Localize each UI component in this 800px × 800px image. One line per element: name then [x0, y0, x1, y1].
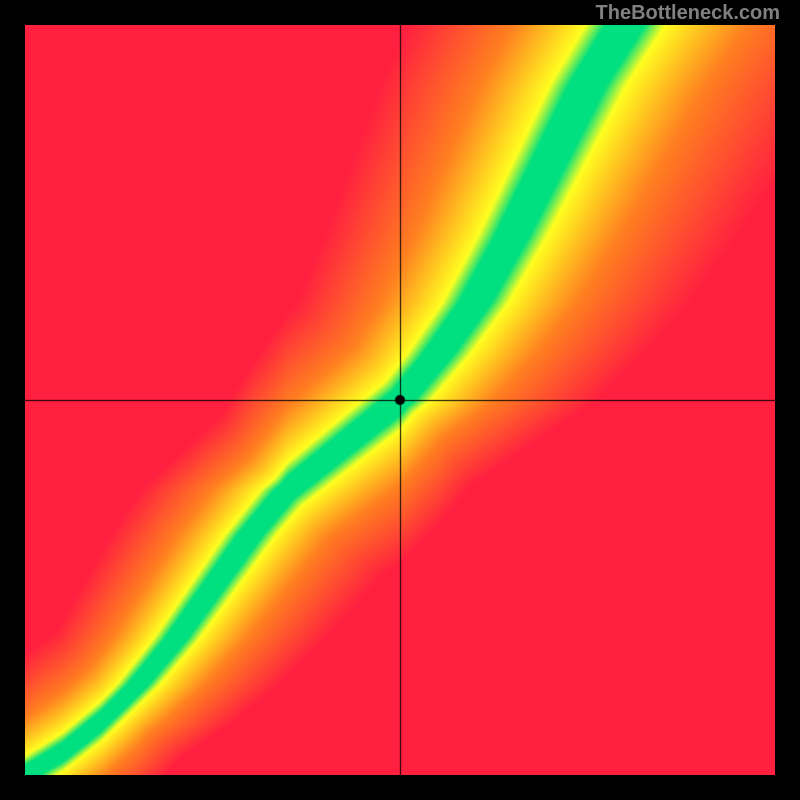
bottleneck-heatmap [25, 25, 775, 775]
attribution-label: TheBottleneck.com [596, 2, 780, 25]
heatmap-canvas [25, 25, 775, 775]
